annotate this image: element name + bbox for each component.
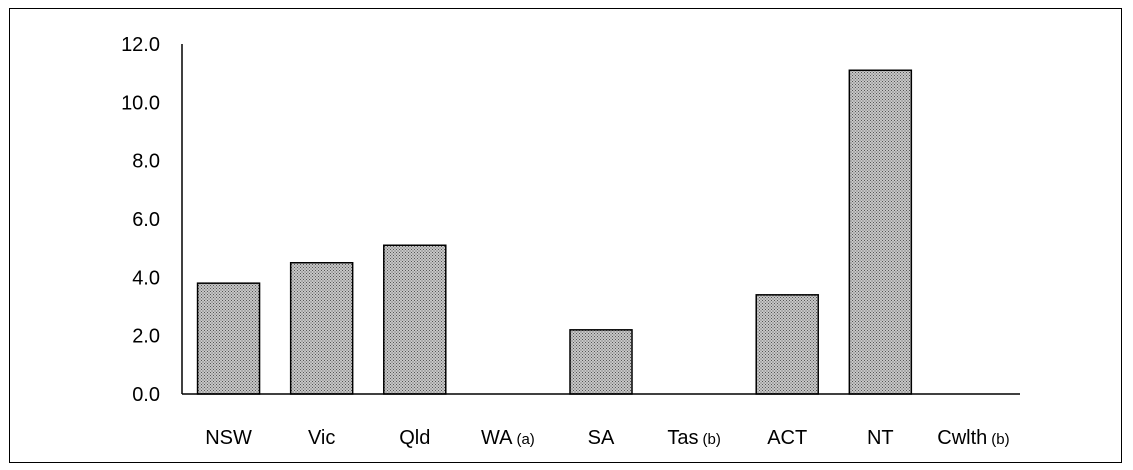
bar-sa xyxy=(569,329,633,395)
bar-act xyxy=(755,294,819,395)
x-category-note: (a) xyxy=(516,431,534,448)
x-category-label: Cwlth (b) xyxy=(937,427,1009,449)
bar-vic xyxy=(289,262,354,395)
y-tick-label: 8.0 xyxy=(132,151,160,173)
y-tick-label: 2.0 xyxy=(132,326,160,348)
y-tick-label: 6.0 xyxy=(132,209,160,231)
y-tick-label: 4.0 xyxy=(132,267,160,289)
x-category-label: NSW xyxy=(205,427,252,449)
bar-nsw xyxy=(196,282,261,395)
x-category-note: (b) xyxy=(703,431,721,448)
x-category-label: ACT xyxy=(767,427,807,449)
y-tick-label: 12.0 xyxy=(121,34,160,56)
y-tick-label: 10.0 xyxy=(121,92,160,114)
x-category-label: Tas (b) xyxy=(667,427,720,449)
y-tick-label: 0.0 xyxy=(132,384,160,406)
bar-qld xyxy=(383,244,447,395)
x-category-note: (b) xyxy=(991,431,1009,448)
bars xyxy=(196,69,913,395)
x-category-label: SA xyxy=(588,427,615,449)
chart-frame xyxy=(9,8,1122,463)
x-category-label: NT xyxy=(867,427,894,449)
y-axis-ticks: 0.0 2.0 4.0 6.0 8.0 10.0 12.0 xyxy=(121,34,160,406)
bar-nt xyxy=(848,69,913,395)
x-category-label: WA (a) xyxy=(481,427,535,449)
x-category-label: Vic xyxy=(308,427,335,449)
x-category-label: Qld xyxy=(399,427,430,449)
x-axis-labels: NSW Vic Qld WA (a) SA Tas (b) ACT NT Cwlth (b) xyxy=(205,427,1009,449)
